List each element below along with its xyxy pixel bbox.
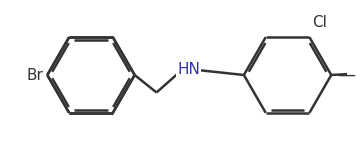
Text: Br: Br xyxy=(26,68,43,82)
Text: —: — xyxy=(337,66,355,84)
Text: Cl: Cl xyxy=(312,15,327,30)
Text: HN: HN xyxy=(177,62,200,77)
